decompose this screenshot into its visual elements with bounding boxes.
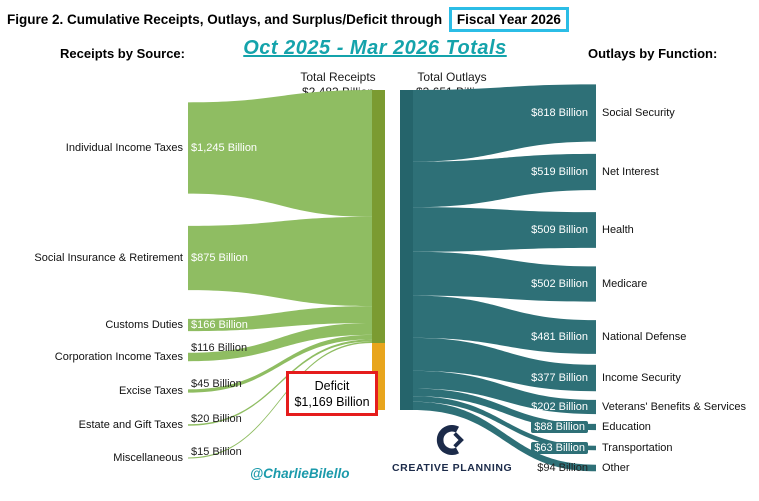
logo-word-2: PLANNING (452, 462, 513, 474)
logo-word-1: CREATIVE (392, 462, 450, 474)
deficit-label: Deficit (314, 378, 350, 393)
outlay-flow (413, 251, 596, 302)
total-outlays-label: Total Outlays (417, 70, 487, 84)
outlay-flow (413, 370, 596, 415)
receipts-bar (372, 90, 385, 343)
outlay-flow (413, 153, 596, 208)
receipt-flow (188, 341, 372, 459)
creative-planning-icon (436, 424, 464, 456)
subtitle: Oct 2025 - Mar 2026 Totals (243, 37, 507, 59)
receipts-header: Receipts by Source: (60, 46, 185, 61)
receipt-flow (188, 90, 372, 217)
outlay-flow (413, 401, 596, 472)
outlay-flow (413, 337, 596, 392)
outlay-flow (413, 295, 596, 354)
outlay-flow (413, 84, 596, 162)
outlay-flow (413, 207, 596, 252)
receipt-flow (188, 306, 372, 332)
deficit-value: $1,169 Billion (294, 394, 370, 409)
total-receipts-label: Total Receipts (300, 70, 376, 84)
receipt-flow (188, 339, 372, 426)
outlays-bar (400, 90, 413, 410)
creative-planning-logo: CREATIVE PLANNING (392, 424, 512, 474)
creative-planning-wordmark: CREATIVE PLANNING (392, 462, 512, 474)
attribution: @CharlieBilello (250, 466, 350, 481)
figure-title: Figure 2. Cumulative Receipts, Outlays, … (7, 7, 569, 32)
receipt-flow (188, 216, 372, 307)
deficit-box: Deficit $1,169 Billion (286, 371, 378, 416)
outlay-flow (413, 396, 596, 451)
receipt-flow (188, 334, 372, 393)
fiscal-year-highlight: Fiscal Year 2026 (448, 7, 569, 32)
outlays-header: Outlays by Function: (588, 46, 718, 61)
receipt-flow (188, 323, 372, 362)
outlay-flow (413, 388, 596, 431)
title-text: Figure 2. Cumulative Receipts, Outlays, … (7, 12, 443, 27)
